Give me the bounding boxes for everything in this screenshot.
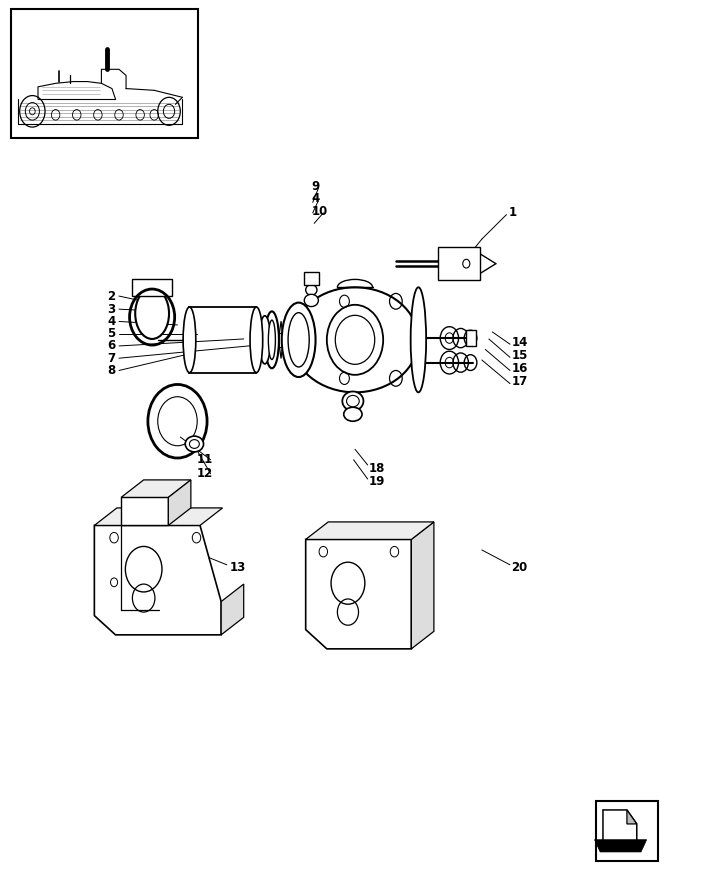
Ellipse shape (259, 315, 271, 364)
Text: 16: 16 (511, 362, 528, 375)
Ellipse shape (190, 440, 200, 448)
Ellipse shape (265, 311, 279, 368)
Text: 8: 8 (107, 364, 115, 377)
Polygon shape (221, 584, 244, 635)
Polygon shape (121, 498, 168, 525)
Text: 1: 1 (508, 206, 517, 219)
Text: 20: 20 (511, 561, 528, 574)
Ellipse shape (135, 288, 169, 339)
Polygon shape (306, 539, 411, 648)
Ellipse shape (344, 407, 362, 421)
Text: 7: 7 (107, 352, 115, 365)
Polygon shape (603, 810, 637, 850)
Ellipse shape (305, 294, 318, 307)
Bar (596, 801, 658, 861)
Polygon shape (94, 508, 222, 525)
Bar (466, 330, 476, 346)
Polygon shape (411, 522, 434, 648)
Ellipse shape (268, 320, 275, 359)
Bar (304, 271, 319, 285)
Text: 15: 15 (511, 349, 528, 362)
Text: 3: 3 (107, 303, 115, 315)
Ellipse shape (250, 307, 263, 373)
Ellipse shape (346, 396, 359, 407)
Text: 12: 12 (197, 467, 213, 480)
Polygon shape (168, 480, 191, 525)
Ellipse shape (183, 307, 196, 373)
Bar (190, 307, 256, 373)
Text: 19: 19 (369, 475, 386, 488)
Polygon shape (627, 810, 637, 824)
Polygon shape (94, 525, 221, 635)
Ellipse shape (292, 287, 418, 392)
Text: 6: 6 (107, 339, 115, 352)
Ellipse shape (185, 436, 204, 452)
Text: 4: 4 (107, 315, 115, 328)
Text: 2: 2 (107, 290, 115, 302)
Text: 18: 18 (369, 462, 386, 475)
Bar (11, 9, 198, 138)
Text: 5: 5 (107, 327, 115, 340)
Ellipse shape (342, 391, 364, 411)
Polygon shape (594, 840, 647, 852)
Text: 4: 4 (311, 192, 320, 205)
Ellipse shape (410, 287, 426, 392)
Bar (132, 278, 172, 296)
Bar (438, 247, 481, 280)
Polygon shape (121, 480, 191, 498)
Text: 14: 14 (511, 336, 528, 349)
Text: 9: 9 (311, 180, 320, 193)
Text: 17: 17 (511, 375, 528, 389)
Polygon shape (306, 522, 434, 539)
Text: 10: 10 (311, 204, 327, 218)
Ellipse shape (282, 302, 315, 377)
Text: 13: 13 (229, 561, 246, 574)
Ellipse shape (306, 285, 317, 295)
Ellipse shape (288, 313, 310, 367)
Text: 11: 11 (197, 453, 213, 466)
